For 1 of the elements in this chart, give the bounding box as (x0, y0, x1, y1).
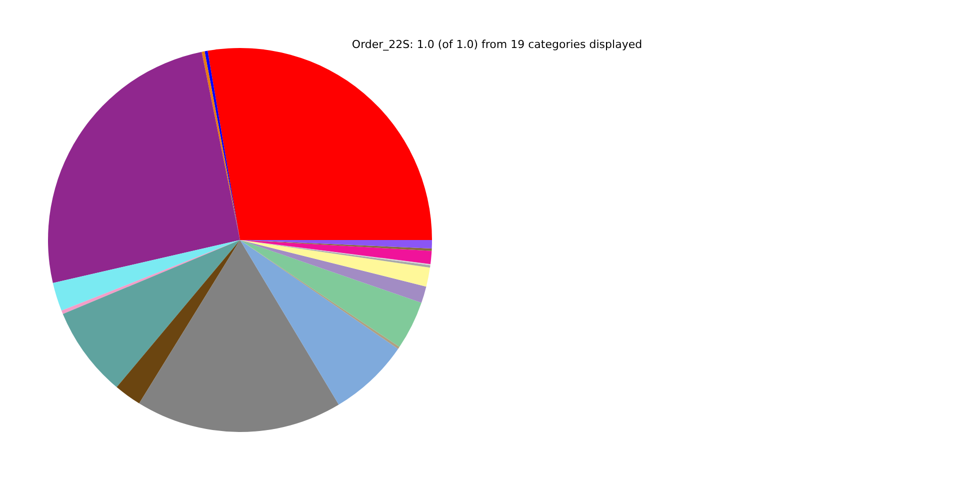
text: Order_22S: 1.0 (of 1.0) from 19 categories displayed (352, 38, 642, 51)
